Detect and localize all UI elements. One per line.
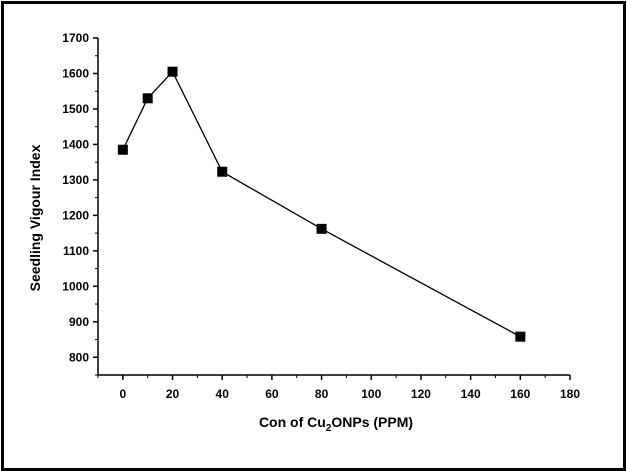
x-tick-label: 120: [411, 387, 431, 401]
y-tick-label: 900: [69, 315, 89, 329]
x-tick-label: 140: [461, 387, 481, 401]
data-point-marker: [167, 66, 178, 77]
x-tick-label: 0: [119, 387, 126, 401]
y-tick-label: 1300: [62, 173, 89, 187]
series-layer: [117, 66, 526, 342]
x-tick-label: 80: [315, 387, 329, 401]
y-tick-label: 800: [69, 350, 89, 364]
x-tick-label: 180: [560, 387, 580, 401]
y-tick-label: 1100: [63, 244, 89, 258]
data-point-marker: [217, 166, 228, 177]
data-point-marker: [142, 93, 153, 104]
y-tick-label: 1400: [62, 137, 89, 151]
y-tick-label: 1200: [62, 208, 89, 222]
x-tick-label: 60: [265, 387, 279, 401]
y-tick-label: 1000: [62, 279, 89, 293]
y-tick-label: 1600: [62, 66, 89, 80]
data-point-marker: [117, 144, 128, 155]
y-tick-label: 1700: [62, 31, 89, 45]
x-tick-label: 160: [510, 387, 530, 401]
series-line: [122, 70, 521, 338]
x-axis-title-subscript: 2: [326, 423, 332, 434]
data-point-marker: [316, 223, 327, 234]
x-ticks: 0 20 40 60 80 100 120 140 160 180: [97, 375, 580, 401]
y-tick-label: 1500: [62, 102, 89, 116]
y-ticks: 800 900 1000 1100 1200 1300 1400 1500 1600 1700: [62, 31, 98, 376]
x-axis-title-pre: Con of Cu: [259, 414, 326, 430]
chart-axes: [97, 38, 570, 376]
x-tick-label: 40: [216, 387, 230, 401]
x-axis-title-post: ONPs (PPM): [331, 414, 413, 430]
data-point-marker: [515, 331, 526, 342]
x-tick-label: 20: [166, 387, 180, 401]
x-tick-label: 100: [361, 387, 381, 401]
x-axis-title: Con of Cu2ONPs (PPM): [259, 414, 413, 434]
y-axis-title: Seedling Vigour Index: [27, 144, 43, 291]
